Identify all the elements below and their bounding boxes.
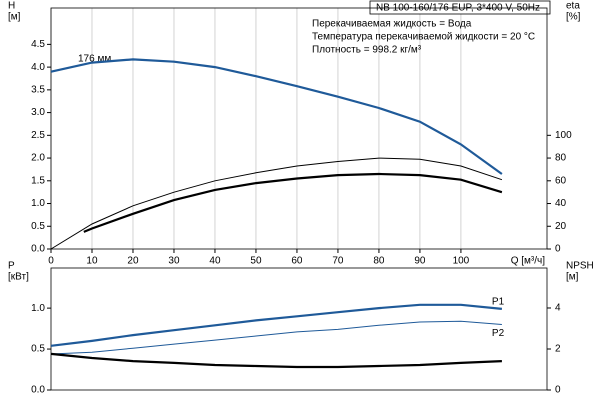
x-tick-label: 20 [127, 256, 139, 267]
y2-tick-label: 20 [555, 221, 567, 232]
y-tick-label: 0.5 [31, 221, 45, 232]
y-tick-label: 2.5 [31, 130, 45, 141]
curve [50, 303, 503, 347]
y-tick-label: 3.0 [31, 107, 45, 118]
y-tick-label: 0.5 [31, 344, 45, 355]
x-tick-label: 70 [332, 256, 344, 267]
info-line: Плотность = 998.2 кг/м³ [312, 45, 422, 56]
y2-tick-label: 80 [555, 153, 567, 164]
annotation: 176 мм [78, 54, 111, 65]
y-axis-label: H [8, 1, 15, 12]
y2-tick-label: 60 [555, 175, 567, 186]
y-tick-label: 2.0 [31, 153, 45, 164]
x-tick-label: 30 [168, 256, 180, 267]
curve [50, 157, 503, 250]
info-line: Температура перекачиваемой жидкости = 20… [312, 32, 535, 43]
x-tick-label: 80 [373, 256, 385, 267]
y2-tick-label: 40 [555, 198, 567, 209]
y-tick-label: 0.0 [31, 385, 45, 396]
x-tick-label: 0 [48, 256, 54, 267]
y2-axis-label: [%] [566, 12, 581, 23]
y2-tick-label: 2 [555, 344, 561, 355]
legend-label: P1 [492, 297, 505, 308]
x-tick-label: 40 [209, 256, 221, 267]
x-tick-label: 90 [414, 256, 426, 267]
y2-tick-label: 100 [555, 130, 572, 141]
y-tick-label: 0.0 [31, 244, 45, 255]
curve [83, 172, 503, 233]
y-tick-label: 1.0 [31, 303, 45, 314]
y-tick-label: 1.0 [31, 198, 45, 209]
legend-label: P2 [492, 328, 505, 339]
y2-axis-label: [м] [566, 272, 579, 283]
y2-tick-label: 0 [555, 385, 561, 396]
y-tick-label: 4.0 [31, 62, 45, 73]
y2-tick-label: 4 [555, 303, 561, 314]
y2-tick-label: 0 [555, 244, 561, 255]
y-axis-label: [кВт] [8, 272, 29, 283]
title-box [369, 0, 551, 15]
x-tick-label: 100 [453, 256, 470, 267]
plot-frame [50, 7, 548, 250]
x-axis-label: Q [м³/ч] [511, 256, 546, 267]
y2-axis-label: eta [566, 1, 580, 12]
plot-frame [50, 267, 548, 391]
y2-axis-label: NPSH [566, 261, 594, 272]
info-line: Перекачиваемая жидкость = Вода [312, 19, 472, 30]
y-axis-label: P [8, 261, 15, 272]
y-tick-label: 4.5 [31, 39, 45, 50]
curve [50, 352, 502, 369]
y-axis-label: [м] [8, 12, 21, 23]
y-tick-label: 1.5 [31, 175, 45, 186]
x-tick-label: 50 [250, 256, 262, 267]
x-tick-label: 60 [291, 256, 303, 267]
curve [50, 320, 502, 355]
y-tick-label: 3.5 [31, 84, 45, 95]
curve [50, 58, 503, 175]
x-tick-label: 10 [86, 256, 98, 267]
